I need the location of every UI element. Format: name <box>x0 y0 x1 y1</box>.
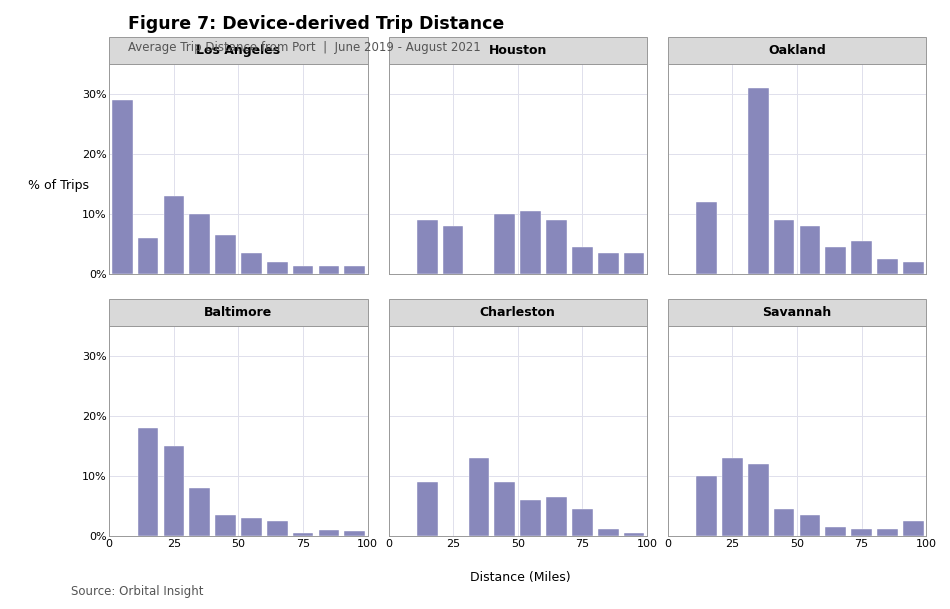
Bar <box>546 220 567 274</box>
Bar <box>572 247 593 274</box>
Bar <box>241 253 261 274</box>
Bar <box>546 497 567 536</box>
Text: Los Angeles: Los Angeles <box>197 44 280 57</box>
Text: Oakland: Oakland <box>769 44 826 57</box>
Bar <box>241 518 261 536</box>
Bar <box>598 253 618 274</box>
Bar <box>521 500 541 536</box>
Bar <box>826 527 846 536</box>
Bar <box>163 446 184 536</box>
Bar <box>748 88 769 274</box>
Bar <box>138 238 159 274</box>
Bar <box>345 266 365 274</box>
Bar <box>572 509 593 536</box>
Bar <box>189 214 210 274</box>
Bar <box>495 214 515 274</box>
Bar <box>696 202 717 274</box>
Bar <box>267 262 288 274</box>
Bar <box>800 515 820 536</box>
Bar <box>163 196 184 274</box>
Text: Figure 7: Device-derived Trip Distance: Figure 7: Device-derived Trip Distance <box>128 15 504 33</box>
Bar <box>109 37 368 64</box>
Bar <box>345 531 365 536</box>
Bar <box>800 226 820 274</box>
Bar <box>112 100 132 274</box>
Bar <box>851 529 872 536</box>
Bar <box>109 298 368 326</box>
Bar <box>495 482 515 536</box>
Bar <box>318 530 339 536</box>
Text: Distance (Miles): Distance (Miles) <box>470 571 571 584</box>
Bar <box>389 37 647 64</box>
Text: Average Trip Distance from Port  |  June 2019 - August 2021: Average Trip Distance from Port | June 2… <box>128 41 481 54</box>
Bar <box>851 241 872 274</box>
Text: Houston: Houston <box>488 44 547 57</box>
Bar <box>668 37 926 64</box>
Bar <box>468 458 489 536</box>
Bar <box>417 220 438 274</box>
Bar <box>624 253 644 274</box>
Bar <box>443 226 464 274</box>
Text: Charleston: Charleston <box>480 306 556 319</box>
Bar <box>216 515 236 536</box>
Bar <box>903 521 923 536</box>
Text: Baltimore: Baltimore <box>204 306 273 319</box>
Bar <box>774 220 794 274</box>
Bar <box>318 266 339 274</box>
Bar <box>748 464 769 536</box>
Bar <box>774 509 794 536</box>
Bar <box>417 482 438 536</box>
Text: Savannah: Savannah <box>763 306 831 319</box>
Bar <box>903 262 923 274</box>
Text: Source: Orbital Insight: Source: Orbital Insight <box>71 585 203 598</box>
Bar <box>267 521 288 536</box>
Bar <box>598 529 618 536</box>
Bar <box>877 259 898 274</box>
Bar <box>293 266 314 274</box>
Bar <box>877 529 898 536</box>
Text: % of Trips: % of Trips <box>28 179 89 192</box>
Bar <box>138 428 159 536</box>
Bar <box>668 298 926 326</box>
Bar <box>696 476 717 536</box>
Bar <box>293 533 314 536</box>
Bar <box>521 211 541 274</box>
Bar <box>624 533 644 536</box>
Bar <box>826 247 846 274</box>
Bar <box>189 488 210 536</box>
Bar <box>389 298 647 326</box>
Bar <box>216 235 236 274</box>
Bar <box>722 458 743 536</box>
